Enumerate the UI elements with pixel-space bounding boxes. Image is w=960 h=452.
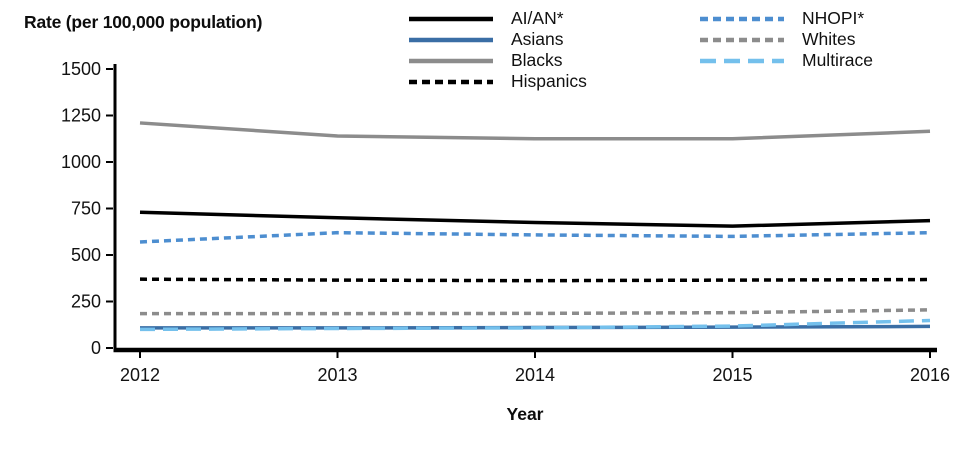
series-line-blacks (139, 121, 931, 141)
y-tick-label: 1500 (61, 59, 101, 79)
series-line-nhopi- (139, 230, 931, 244)
x-tick-label: 2013 (317, 365, 357, 385)
y-tick-label: 1000 (61, 152, 101, 172)
legend-item-hispanics: Hispanics (407, 71, 587, 92)
legend-column-2: NHOPI* Whites Multirace (698, 8, 873, 71)
series-line-ai-an- (139, 210, 931, 228)
y-tick-label: 0 (91, 338, 101, 358)
legend-label: NHOPI* (802, 8, 865, 28)
legend-label: Hispanics (511, 71, 587, 91)
series-line-whites (140, 308, 931, 316)
hispanics-line-swatch-icon (409, 79, 493, 84)
legend-item-blacks: Blacks (407, 50, 587, 71)
nhopi-line-swatch-icon (700, 16, 784, 21)
y-tick-label: 500 (71, 245, 101, 265)
y-tick-label: 1250 (61, 106, 101, 126)
legend-item-nhopi: NHOPI* (698, 8, 873, 29)
x-tick-label: 2015 (712, 365, 752, 385)
legend-label: Asians (511, 29, 564, 49)
whites-line-swatch-icon (700, 37, 784, 42)
x-tick-label: 2014 (515, 365, 555, 385)
x-axis-title: Year (506, 404, 544, 424)
y-tick-label: 250 (71, 292, 101, 312)
asians-line-swatch-icon (409, 37, 493, 42)
x-tick-label: 2012 (120, 365, 160, 385)
legend-label: AI/AN* (511, 8, 564, 28)
legend-label: Blacks (511, 50, 563, 70)
legend-label: Multirace (802, 50, 873, 70)
x-tick-label: 2016 (910, 365, 950, 385)
legend-column-1: AI/AN* Asians Blacks Hispanics (407, 8, 587, 92)
legend-item-asians: Asians (407, 29, 587, 50)
series-line-hispanics (139, 277, 931, 283)
ai-an-line-swatch-icon (409, 16, 493, 21)
y-tick-label: 750 (71, 199, 101, 219)
legend-item-ai-an: AI/AN* (407, 8, 587, 29)
blacks-line-swatch-icon (409, 58, 493, 63)
legend-item-whites: Whites (698, 29, 873, 50)
legend-label: Whites (802, 29, 856, 49)
legend-item-multirace: Multirace (698, 50, 873, 71)
series-line-multirace (139, 318, 931, 332)
y-axis-title: Rate (per 100,000 population) (24, 12, 263, 32)
multirace-line-swatch-icon (700, 58, 784, 63)
